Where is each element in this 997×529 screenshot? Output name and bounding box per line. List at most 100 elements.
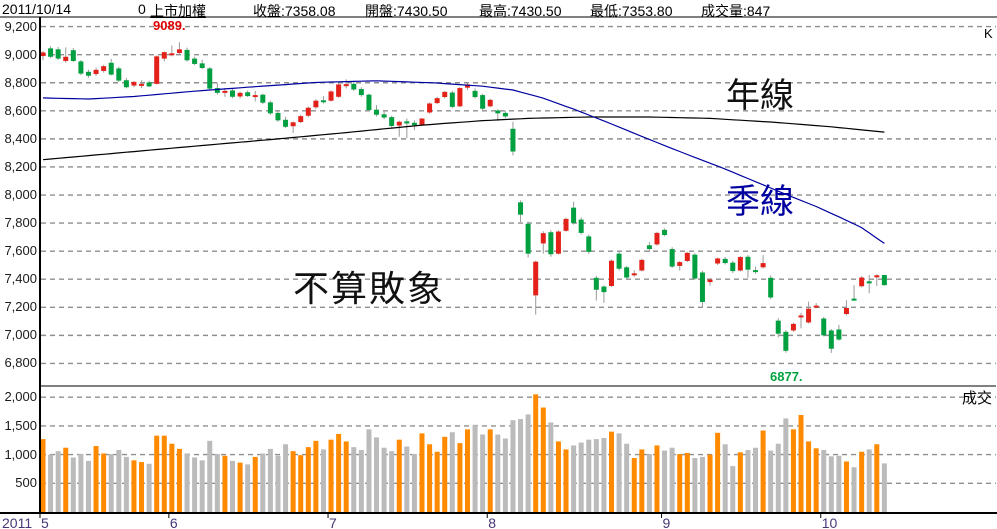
candle-body: [267, 102, 273, 114]
volume-bar: [396, 439, 402, 512]
volume-tick-label: 1,000: [4, 446, 37, 462]
candle-body: [859, 277, 865, 287]
candle-body: [874, 275, 880, 278]
volume-bar: [533, 394, 539, 512]
volume-bar: [48, 454, 54, 512]
candle-body: [214, 88, 220, 93]
candle-body: [305, 107, 311, 116]
volume-bar: [343, 441, 349, 512]
candle-body: [184, 49, 190, 61]
volume-bar: [843, 461, 849, 512]
candle-body: [540, 233, 546, 244]
volume-bar: [480, 434, 486, 512]
candle-body: [813, 305, 819, 308]
volume-bar: [828, 456, 834, 512]
volume-value: 成交量:847: [701, 3, 771, 19]
volume-bar: [662, 450, 668, 512]
volume-bar: [298, 455, 304, 512]
candle-body: [290, 122, 296, 127]
volume-bar: [836, 455, 842, 512]
volume-bar: [108, 454, 114, 512]
price-tick-label: 8,000: [4, 187, 37, 203]
volume-bar: [419, 433, 425, 512]
price-tick-label: 7,400: [4, 271, 37, 287]
volume-bar: [669, 447, 675, 512]
candle-body: [722, 258, 728, 264]
volume-bar: [55, 451, 61, 512]
candle-body: [85, 71, 91, 76]
candle-body: [578, 219, 584, 233]
volume-bar: [427, 444, 433, 512]
price-tick-label: 7,200: [4, 299, 37, 315]
volume-bar: [798, 414, 804, 512]
candle-body: [601, 286, 607, 293]
volume-bar: [184, 453, 190, 512]
candle-body: [154, 56, 160, 84]
candle-body: [343, 84, 349, 87]
candle-body: [40, 52, 46, 57]
volume-bar: [707, 454, 713, 512]
volume-bar: [495, 434, 501, 512]
candle-body: [93, 69, 99, 75]
price-tick-label: 7,800: [4, 215, 37, 231]
candle-body: [662, 229, 668, 236]
volume-bar: [40, 439, 46, 512]
volume-bar: [510, 420, 516, 512]
candle-body: [411, 122, 417, 126]
candle-body: [715, 258, 721, 264]
volume-bar: [434, 451, 440, 512]
volume-bar: [101, 453, 107, 512]
candle-body: [320, 100, 326, 103]
volume-bar: [131, 460, 137, 512]
candle-body: [449, 92, 455, 107]
volume-bar: [283, 444, 289, 512]
volume-bar: [616, 433, 622, 512]
volume-bar: [525, 414, 531, 512]
volume-bar: [646, 454, 652, 512]
candle-body: [480, 95, 486, 109]
price-tick-label: 9,200: [4, 18, 37, 34]
volume-bar: [85, 460, 91, 512]
candle-body: [730, 262, 736, 272]
symbol-name[interactable]: 上市加權: [150, 3, 206, 19]
candle-body: [222, 90, 228, 93]
candle-body: [495, 110, 501, 114]
volume-bar: [677, 454, 683, 512]
candle-body: [192, 58, 198, 64]
candle-body: [510, 128, 516, 152]
month-tick-label: 10: [821, 515, 838, 529]
candle-body: [464, 84, 470, 88]
volume-bar: [252, 456, 258, 512]
volume-bar: [222, 455, 228, 512]
candle-body: [237, 92, 243, 97]
volume-bar: [730, 466, 736, 512]
volume-bar: [699, 456, 705, 512]
volume-bar: [146, 463, 152, 512]
info-bar: 2011/10/14 0 上市加權 收盤:7358.08 開盤:7430.50 …: [0, 0, 997, 19]
volume-bar: [230, 460, 235, 512]
candle-body: [176, 49, 182, 53]
volume-bar: [866, 449, 872, 512]
volume-bar: [411, 454, 417, 512]
candle-body: [139, 83, 145, 86]
candle-body: [374, 109, 380, 115]
price-tick-label: 9,000: [4, 46, 37, 62]
volume-bar: [442, 436, 448, 512]
candle-body: [707, 279, 713, 283]
volume-bar: [722, 444, 728, 512]
volume-bar: [540, 407, 546, 512]
volume-bar: [571, 445, 577, 512]
candle-body: [624, 267, 630, 278]
volume-bar: [245, 464, 251, 512]
price-tick-label: 7,000: [4, 327, 37, 343]
volume-bar: [366, 429, 372, 512]
volume-bar: [813, 448, 819, 512]
volume-bar: [70, 457, 76, 512]
volume-bar: [290, 451, 296, 512]
candle-body: [881, 275, 887, 286]
volume-bar: [684, 452, 690, 512]
year-label: 2011: [2, 515, 33, 529]
candle-body: [442, 91, 448, 98]
candle-body: [616, 253, 622, 269]
